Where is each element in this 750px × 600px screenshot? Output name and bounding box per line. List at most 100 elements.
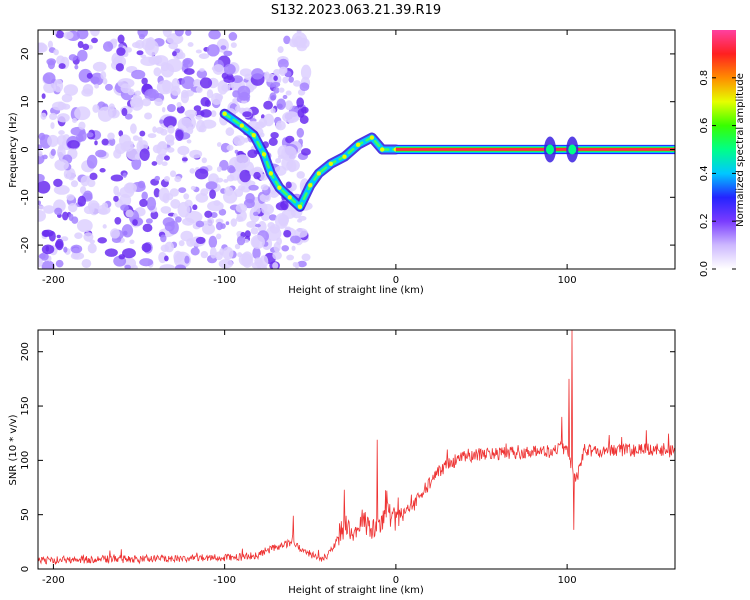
noise-blob <box>199 77 213 89</box>
noise-blob <box>298 215 307 221</box>
noise-blob <box>202 223 216 235</box>
noise-blob <box>102 41 114 52</box>
track-point <box>308 183 313 188</box>
noise-blob <box>63 84 79 96</box>
noise-blob <box>113 185 120 196</box>
noise-blob <box>187 126 194 135</box>
noise-blob <box>216 142 222 147</box>
noise-blob <box>276 98 286 110</box>
noise-blob <box>89 172 98 181</box>
noise-blob <box>68 202 78 213</box>
noise-blob <box>210 110 217 118</box>
noise-blob <box>169 188 179 197</box>
noise-blob <box>215 218 224 224</box>
x-tick-label: -200 <box>42 275 65 286</box>
snr-line <box>38 330 675 565</box>
noise-blob <box>38 210 46 222</box>
noise-blob <box>54 207 63 216</box>
noise-blob <box>281 145 297 162</box>
noise-blob <box>41 260 55 269</box>
noise-blob <box>138 33 146 40</box>
noise-blob <box>53 30 58 35</box>
noise-blob <box>117 34 125 44</box>
noise-blob <box>70 180 79 188</box>
noise-blob <box>163 116 177 129</box>
noise-blob <box>76 219 93 233</box>
noise-blob <box>178 187 187 194</box>
y-tick-label: -10 <box>20 189 31 205</box>
noise-blob <box>141 77 148 85</box>
x-tick-label: 0 <box>393 275 399 286</box>
noise-blob <box>163 155 170 161</box>
noise-blob <box>130 264 138 269</box>
noise-blob <box>72 117 78 124</box>
noise-blob <box>99 168 106 173</box>
noise-blob <box>38 173 45 183</box>
noise-blob <box>174 264 187 269</box>
noise-blob <box>159 119 164 124</box>
noise-blob <box>116 47 126 56</box>
noise-blob <box>161 107 166 113</box>
noise-blob <box>131 69 146 80</box>
noise-blob <box>258 118 268 128</box>
noise-blob <box>74 232 83 239</box>
noise-blob <box>101 138 109 146</box>
noise-blob <box>155 126 164 134</box>
noise-blob <box>294 35 304 47</box>
noise-blob <box>245 192 255 204</box>
noise-blob <box>53 185 70 195</box>
noise-blob <box>47 134 59 147</box>
noise-blob <box>109 228 120 239</box>
noise-blob <box>189 168 196 174</box>
noise-blob <box>221 84 231 92</box>
noise-blob <box>46 58 57 66</box>
noise-blob <box>201 157 207 164</box>
noise-blob <box>297 260 307 268</box>
noise-blob <box>139 148 150 161</box>
y-tick-label: 0 <box>20 146 31 152</box>
x-tick-label: -200 <box>42 575 65 586</box>
snr-ylabel: SNR (10 * v/v) <box>8 414 19 485</box>
noise-blob <box>272 262 279 269</box>
noise-blob <box>94 140 98 146</box>
noise-blob <box>107 132 115 140</box>
noise-blob <box>289 235 301 244</box>
noise-blob <box>135 39 145 49</box>
noise-blob <box>67 140 80 149</box>
noise-blob <box>231 75 244 83</box>
noise-blob <box>38 253 46 260</box>
noise-blob <box>162 30 172 38</box>
noise-blob <box>176 105 185 114</box>
noise-blob <box>139 198 148 208</box>
noise-blob <box>139 130 146 137</box>
noise-blob <box>206 89 214 99</box>
track-point <box>222 111 227 116</box>
noise-blob <box>207 217 215 225</box>
noise-blob <box>228 32 238 41</box>
noise-blob <box>118 43 124 48</box>
noise-blob <box>125 47 132 53</box>
noise-blob <box>259 132 265 138</box>
noise-blob <box>235 203 248 213</box>
noise-blob <box>146 196 157 211</box>
x-tick-label: -100 <box>213 575 236 586</box>
noise-blob <box>253 171 261 180</box>
noise-blob <box>195 115 203 120</box>
noise-blob <box>147 89 157 98</box>
noise-blob <box>170 198 181 209</box>
noise-blob <box>215 177 224 183</box>
noise-blob <box>63 168 72 180</box>
steady-line <box>395 136 675 163</box>
noise-blob <box>145 218 153 224</box>
noise-blob <box>88 202 100 216</box>
noise-blob <box>77 195 87 207</box>
snr-xlabel: Height of straight line (km) <box>288 585 424 596</box>
noise-blob <box>278 66 288 75</box>
noise-blob <box>70 244 83 254</box>
noise-blob <box>285 181 292 189</box>
noise-blob <box>184 255 190 264</box>
figure-title: S132.2023.063.21.39.R19 <box>271 3 441 18</box>
noise-blob <box>183 59 191 65</box>
noise-blob <box>132 219 138 226</box>
noise-blob <box>283 35 291 45</box>
